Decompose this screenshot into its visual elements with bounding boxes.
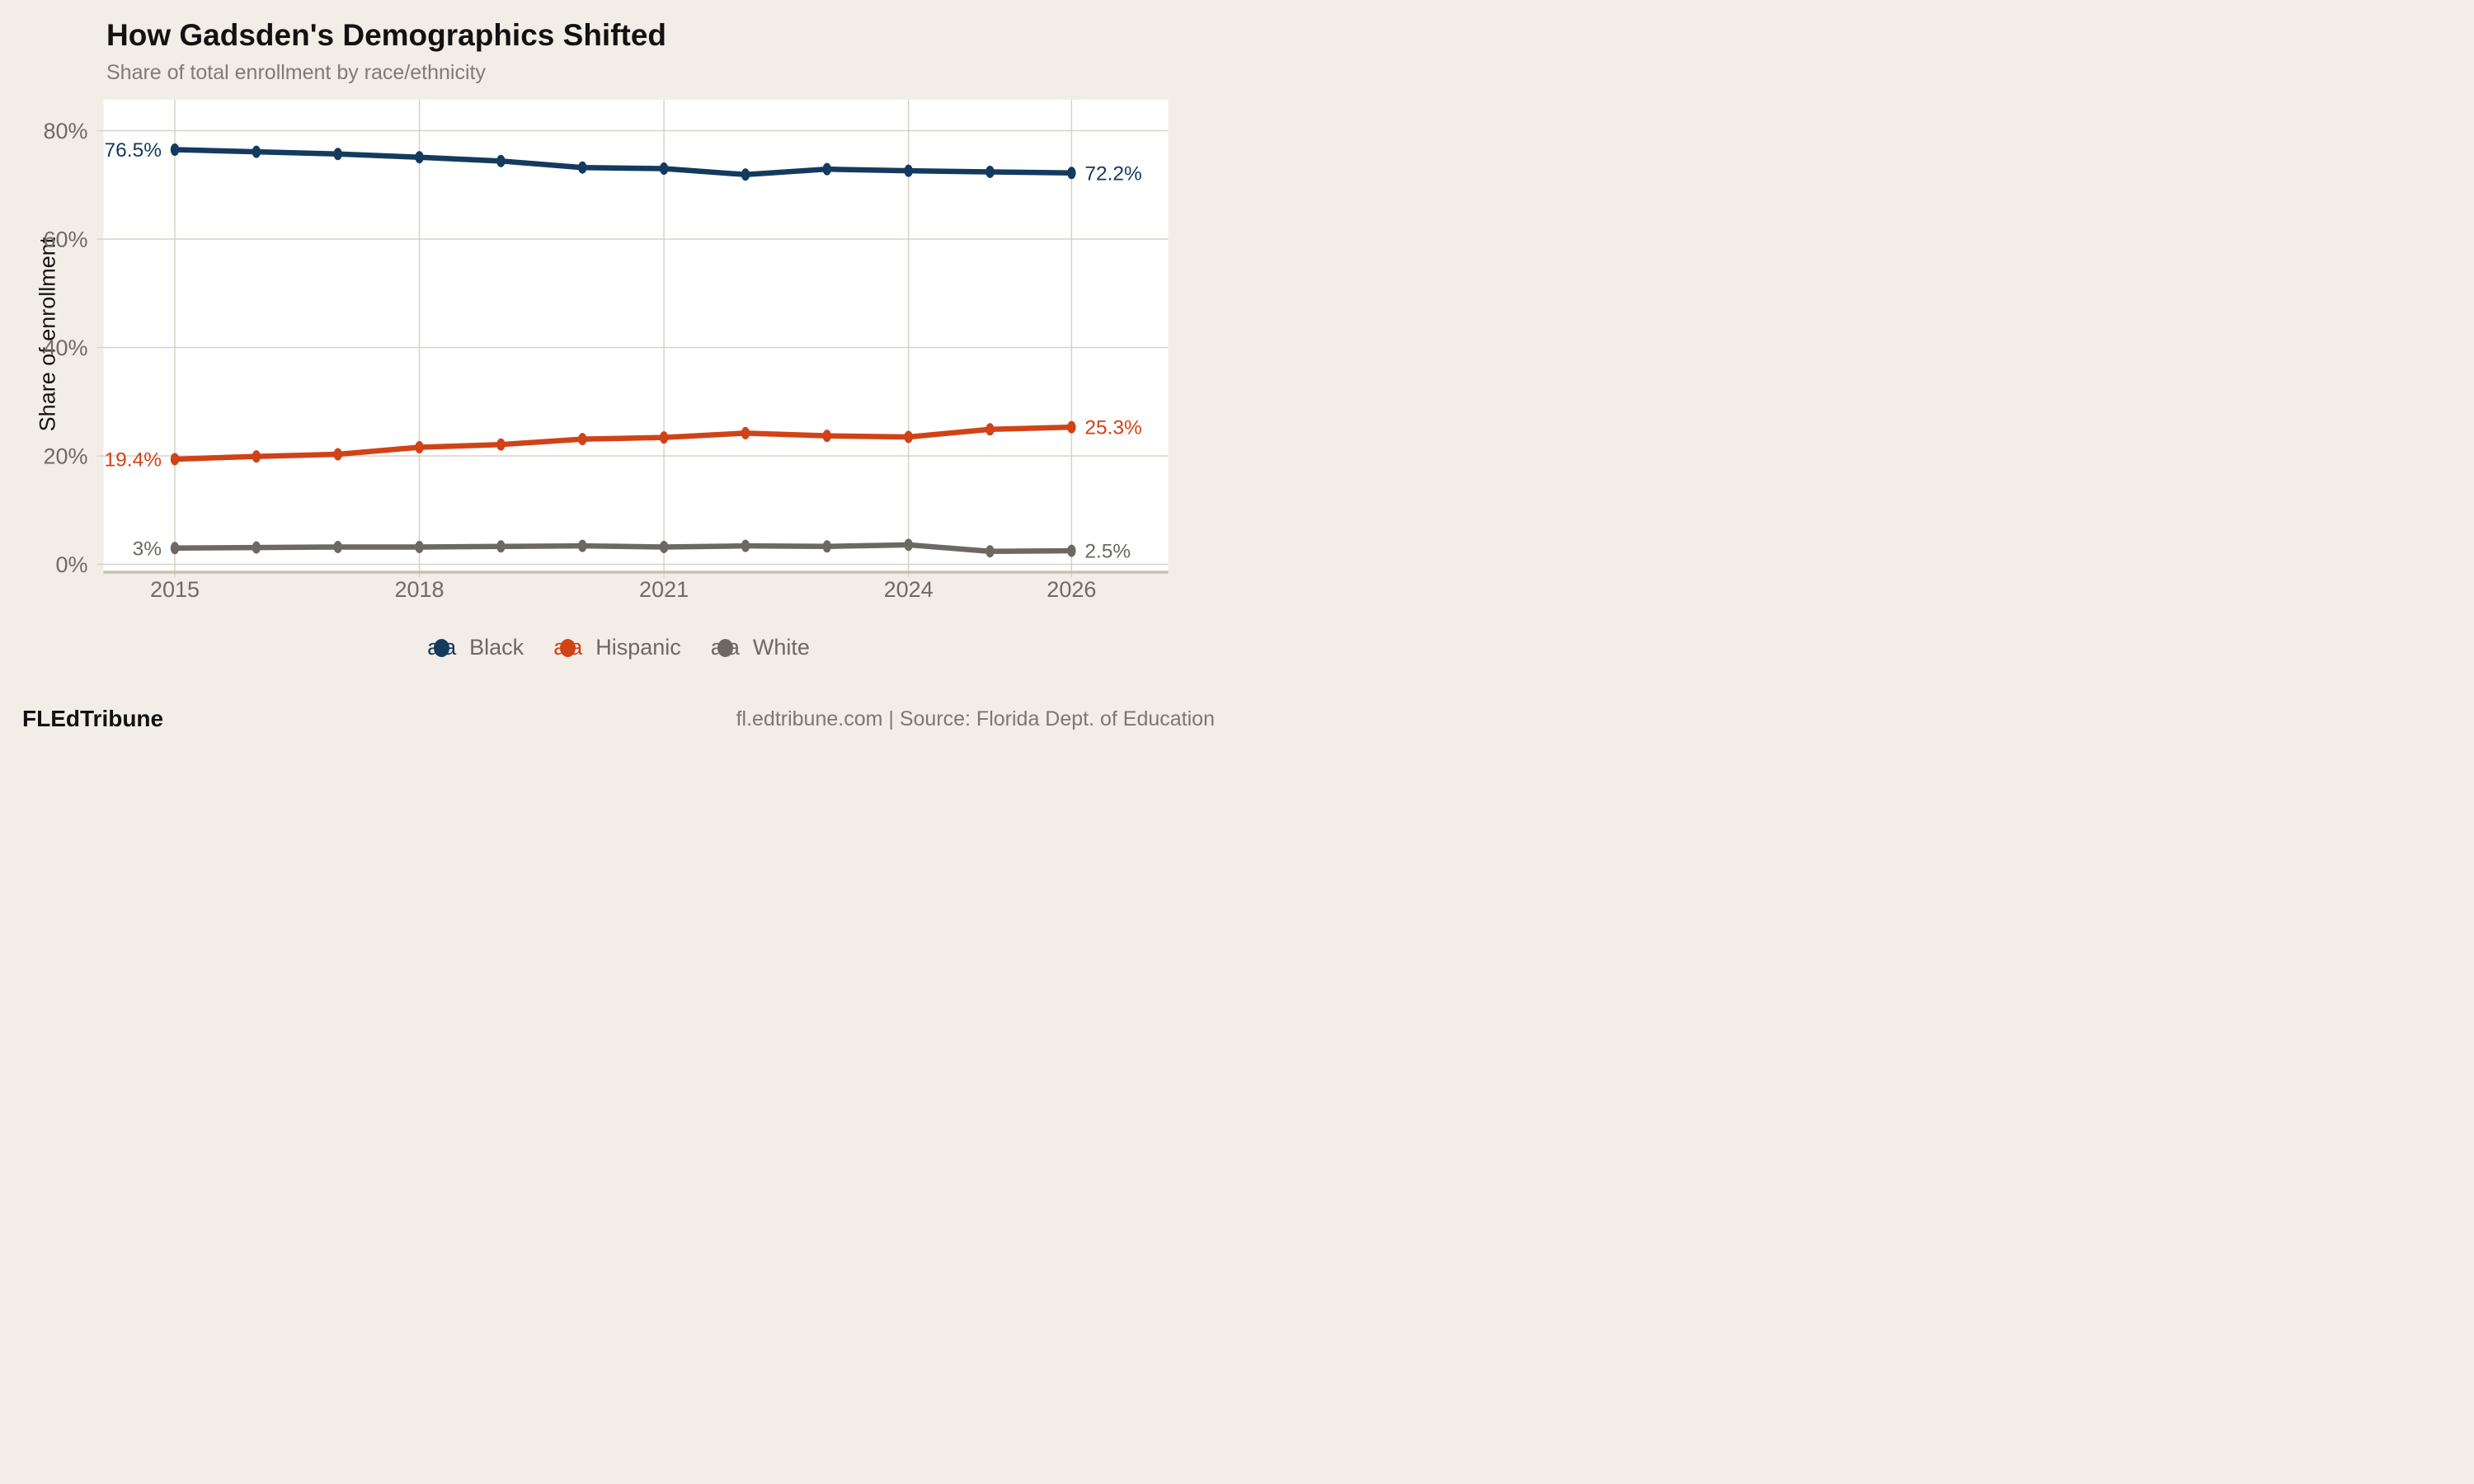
data-point-white [252,541,261,554]
data-point-white [904,538,913,552]
data-point-white [578,539,587,552]
data-point-black [904,164,913,177]
data-point-hispanic [741,426,750,439]
data-point-white [659,540,669,553]
data-point-hispanic [1067,420,1076,434]
legend-key-black: aa [427,636,456,659]
series-line-black [174,147,1072,178]
x-tick-label: 2018 [395,577,444,602]
source-credit: fl.edtribune.com | Source: Florida Dept.… [736,707,1215,730]
brand-logo: FLEdTribune [22,706,164,731]
data-point-white [985,545,995,558]
data-point-hispanic [904,430,913,444]
first-value-label-hispanic: 19.4% [105,449,162,472]
legend-key-white: aa [711,636,740,659]
legend-label: White [752,635,810,660]
chart-subtitle: Share of total enrollment by race/ethnic… [106,61,486,84]
data-point-white [741,539,750,552]
y-tick-label: 80% [43,119,87,143]
first-value-label-white: 3% [133,538,162,560]
data-point-white [333,540,342,553]
data-point-white [170,542,180,555]
x-tick-label: 2021 [639,577,689,602]
data-point-hispanic [659,431,669,444]
y-tick-label: 0% [55,552,87,577]
data-point-black [496,154,506,167]
data-point-white [822,540,831,553]
data-point-black [1067,167,1076,180]
legend-item-hispanic: aa Hispanic [553,635,681,660]
data-point-white [496,540,506,553]
data-point-hispanic [333,448,342,461]
data-point-black [252,145,261,158]
legend-dot [434,638,450,657]
data-point-black [333,148,342,161]
x-tick-label: 2015 [150,577,200,602]
data-point-black [741,168,750,181]
y-tick-label: 60% [43,227,87,251]
legend-label: Black [469,635,524,660]
series-line-white [174,542,1072,554]
y-tick-label: 20% [43,444,87,468]
data-point-hispanic [822,430,831,443]
data-point-hispanic [985,423,995,436]
legend-item-black: aa Black [427,635,524,660]
legend-key-hispanic: aa [553,636,582,659]
series-line-hispanic [174,424,1072,463]
chart-title: How Gadsden's Demographics Shifted [106,18,667,52]
data-point-hispanic [170,453,180,466]
data-point-hispanic [496,438,506,451]
last-value-label-hispanic: 25.3% [1084,417,1141,439]
data-point-black [822,162,831,176]
x-tick-label: 2026 [1047,577,1096,602]
legend: aaBlackaaHispanicaaWhite [0,635,1237,660]
footer: FLEdTribune fl.edtribune.com | Source: F… [22,702,1215,735]
plot-panel [103,100,1169,571]
data-point-black [170,143,180,157]
data-point-hispanic [415,440,424,453]
data-point-black [659,162,669,176]
data-point-black [578,161,587,174]
legend-dot [717,638,733,657]
y-tick-label: 40% [43,336,87,360]
data-point-black [985,165,995,178]
data-point-white [415,540,424,553]
x-tick-label: 2024 [884,577,934,602]
chart-page: How Gadsden's Demographics Shifted Share… [0,0,1237,742]
legend-label: Hispanic [595,635,681,660]
last-value-label-white: 2.5% [1084,541,1131,563]
legend-dot [560,638,576,657]
first-value-label-black: 76.5% [105,139,162,162]
data-point-black [415,151,424,164]
line-chart: 2015 2018 2021 2024 2026 0% 20% 40% 60% 80% 76.5% 7… [43,100,1169,602]
data-point-white [1067,544,1076,557]
legend-item-white: aa White [711,635,810,660]
data-point-hispanic [578,433,587,446]
last-value-label-black: 72.2% [1084,162,1141,185]
data-point-hispanic [252,450,261,463]
